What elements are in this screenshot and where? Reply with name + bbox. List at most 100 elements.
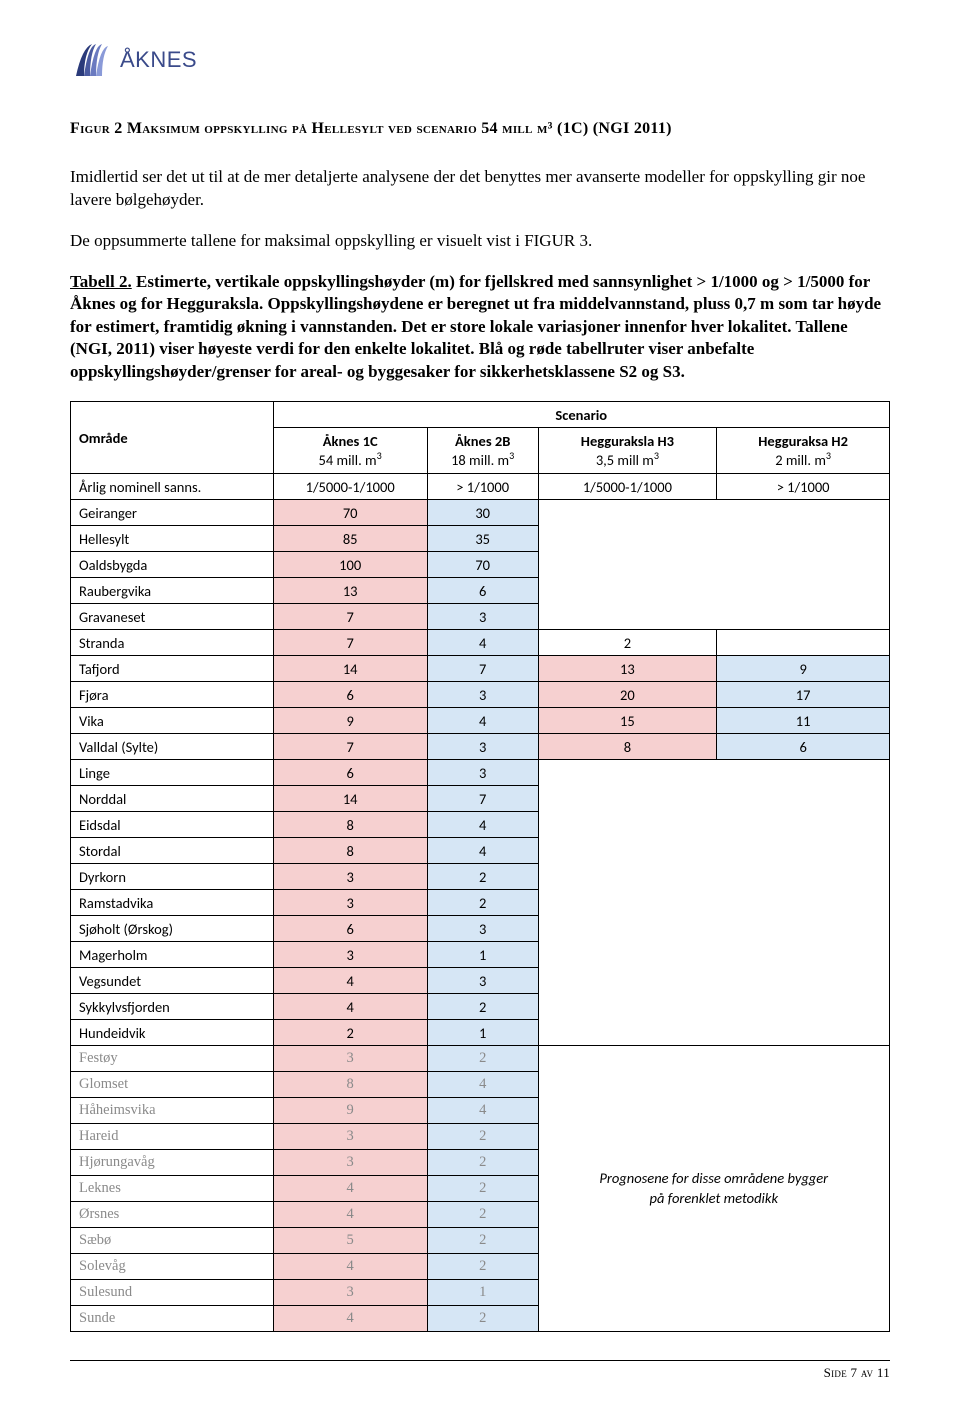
col-header-3: Hegguraksa H22 mill. m3 <box>717 428 890 474</box>
cell: 7 <box>273 734 427 760</box>
row-Valldal (Sylte): Valldal (Sylte) <box>71 734 274 760</box>
cell: 1 <box>427 942 538 968</box>
cell: 4 <box>427 630 538 656</box>
cell: 14 <box>273 656 427 682</box>
cell: 4 <box>273 1176 427 1202</box>
cell: 13 <box>538 656 717 682</box>
cell: 3 <box>273 890 427 916</box>
row-Sjøholt (Ørskog): Sjøholt (Ørskog) <box>71 916 274 942</box>
cell: 6 <box>273 682 427 708</box>
row-Solevåg: Solevåg <box>71 1254 274 1280</box>
col-header-1: Åknes 2B18 mill. m3 <box>427 428 538 474</box>
cell: 2 <box>427 890 538 916</box>
cell: > 1/1000 <box>427 474 538 500</box>
logo-row: ÅKNES <box>70 40 890 80</box>
cell: 3 <box>427 760 538 786</box>
cell: 35 <box>427 526 538 552</box>
cell: 2 <box>538 630 717 656</box>
row-Stordal: Stordal <box>71 838 274 864</box>
cell: 1 <box>427 1280 538 1306</box>
cell: 1/5000-1/1000 <box>538 474 717 500</box>
row-Fjøra: Fjøra <box>71 682 274 708</box>
row-Hellesylt: Hellesylt <box>71 526 274 552</box>
cell: 4 <box>273 1202 427 1228</box>
row-Gravaneset: Gravaneset <box>71 604 274 630</box>
col-header-2: Hegguraksla H33,5 mill m3 <box>538 428 717 474</box>
blank-top <box>538 500 889 630</box>
paragraph-2: De oppsummerte tallene for maksimal opps… <box>70 230 890 253</box>
cell: 2 <box>427 994 538 1020</box>
cell: > 1/1000 <box>717 474 890 500</box>
cell: 9 <box>273 1098 427 1124</box>
cell: 3 <box>427 604 538 630</box>
table-caption: Tabell 2. Estimerte, vertikale oppskylli… <box>70 271 890 383</box>
cell: 6 <box>273 760 427 786</box>
cell: 8 <box>273 812 427 838</box>
col-scenario: Scenario <box>273 402 889 428</box>
logo-icon <box>70 40 114 80</box>
cell: 3 <box>273 942 427 968</box>
cell: 2 <box>427 1046 538 1072</box>
cell: 14 <box>273 786 427 812</box>
cell: 4 <box>427 1072 538 1098</box>
cell: 7 <box>427 656 538 682</box>
row-Sæbø: Sæbø <box>71 1228 274 1254</box>
cell: 11 <box>717 708 890 734</box>
cell: 4 <box>273 968 427 994</box>
cell: 3 <box>273 1280 427 1306</box>
row-Stranda: Stranda <box>71 630 274 656</box>
row-Magerholm: Magerholm <box>71 942 274 968</box>
row-prob: Årlig nominell sanns. <box>71 474 274 500</box>
cell: 6 <box>273 916 427 942</box>
results-table: Område Scenario Åknes 1C54 mill. m3Åknes… <box>70 401 890 1332</box>
cell: 1/5000-1/1000 <box>273 474 427 500</box>
paragraph-1: Imidlertid ser det ut til at de mer deta… <box>70 166 890 212</box>
row-Glomset: Glomset <box>71 1072 274 1098</box>
cell: 4 <box>427 1098 538 1124</box>
cell: 6 <box>717 734 890 760</box>
cell: 4 <box>427 838 538 864</box>
cell: 2 <box>427 1306 538 1332</box>
row-Hjørungavåg: Hjørungavåg <box>71 1150 274 1176</box>
page-number: Side 7 av 11 <box>824 1365 890 1380</box>
cell: 2 <box>427 1254 538 1280</box>
cell: 2 <box>427 1124 538 1150</box>
cell: 17 <box>717 682 890 708</box>
cell: 2 <box>427 1202 538 1228</box>
logo-text: ÅKNES <box>120 47 197 73</box>
row-Hareid: Hareid <box>71 1124 274 1150</box>
cell: 7 <box>273 630 427 656</box>
cell: 15 <box>538 708 717 734</box>
row-Geiranger: Geiranger <box>71 500 274 526</box>
table-label: Tabell 2. <box>70 272 132 291</box>
note-cell: Prognosene for disse områdene byggerpå f… <box>538 1046 889 1332</box>
table-caption-text: Estimerte, vertikale oppskyllingshøyder … <box>70 272 881 381</box>
cell: 3 <box>427 734 538 760</box>
cell: 100 <box>273 552 427 578</box>
row-Ørsnes: Ørsnes <box>71 1202 274 1228</box>
cell: 2 <box>427 1228 538 1254</box>
cell: 6 <box>427 578 538 604</box>
cell: 8 <box>273 1072 427 1098</box>
cell: 9 <box>717 656 890 682</box>
row-Hundeidvik: Hundeidvik <box>71 1020 274 1046</box>
cell: 85 <box>273 526 427 552</box>
cell: 4 <box>273 1306 427 1332</box>
row-Tafjord: Tafjord <box>71 656 274 682</box>
cell: 4 <box>427 812 538 838</box>
figure-caption: Figur 2 Maksimum oppskylling på Hellesyl… <box>70 120 890 138</box>
cell: 3 <box>273 1150 427 1176</box>
cell: 7 <box>273 604 427 630</box>
cell: 2 <box>273 1020 427 1046</box>
cell: 8 <box>273 838 427 864</box>
row-Sykkylvsfjorden: Sykkylvsfjorden <box>71 994 274 1020</box>
cell: 70 <box>427 552 538 578</box>
blank-stranda <box>717 630 890 656</box>
row-Vegsundet: Vegsundet <box>71 968 274 994</box>
cell: 3 <box>427 682 538 708</box>
row-Ramstadvika: Ramstadvika <box>71 890 274 916</box>
cell: 4 <box>273 1254 427 1280</box>
page-footer: Side 7 av 11 <box>70 1360 890 1381</box>
blank-bot1 <box>538 760 889 1046</box>
cell: 7 <box>427 786 538 812</box>
